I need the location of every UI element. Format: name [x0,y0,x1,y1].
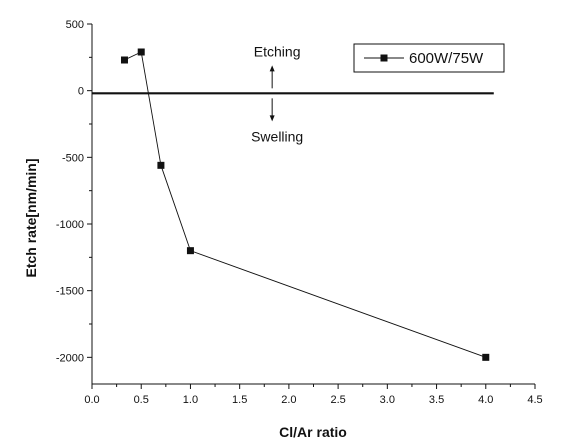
legend-marker [380,54,388,62]
legend-label: 600W/75W [409,50,484,67]
y-tick-label: -1000 [56,219,84,231]
y-axis-title: Etch rate[nm/min] [23,158,39,277]
data-point [120,56,128,64]
x-tick-label: 2.5 [330,394,345,406]
x-tick-label: 2.0 [281,394,296,406]
x-tick-label: 1.0 [183,394,198,406]
data-point [482,353,490,361]
data-point [157,161,165,169]
axis-ticks: 0.0 0.5 1.0 1.5 2.0 2.5 3.0 3.5 4.0 4.5 500 0 -500 -1… [56,19,543,406]
annotation-etching: Etching [254,43,301,59]
y-tick-label: -500 [62,152,84,164]
series-layer [120,48,490,361]
x-tick-label: 3.5 [429,394,444,406]
etching-arrowhead [269,65,275,72]
y-tick-label: -1500 [56,286,84,298]
x-tick-label: 0.5 [134,394,149,406]
y-tick-label: 500 [66,19,84,31]
x-tick-label: 4.5 [527,394,542,406]
data-point [186,247,194,255]
swelling-arrowhead [269,115,275,122]
x-tick-label: 3.0 [380,394,395,406]
x-axis-title: Cl/Ar ratio [279,424,347,439]
annotations: Etching Swelling [251,43,303,144]
data-point [137,48,145,56]
series-line [124,51,486,358]
x-tick-label: 4.0 [478,394,493,406]
x-tick-label: 1.5 [232,394,247,406]
axes [91,24,535,385]
legend: 600W/75W [353,43,505,73]
x-tick-label: 0.0 [84,394,99,406]
y-tick-label: -2000 [56,352,84,364]
y-tick-label: 0 [78,86,84,98]
annotation-swelling: Swelling [251,128,303,144]
